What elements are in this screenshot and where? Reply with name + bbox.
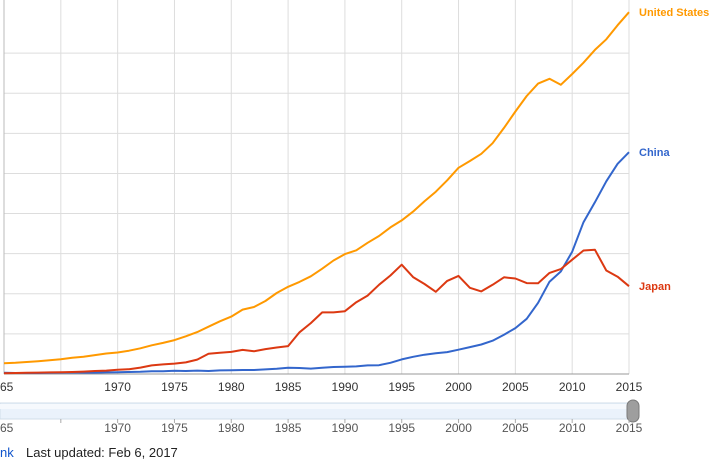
range-selector-highlight xyxy=(0,404,632,409)
footer-link[interactable]: nk xyxy=(0,445,14,460)
footer: nk Last updated: Feb 6, 2017 xyxy=(0,441,720,461)
series-label-japan: Japan xyxy=(639,281,671,293)
x-tick-label: 2010 xyxy=(559,380,586,394)
range-tick-label: 1995 xyxy=(388,421,415,435)
x-tick-label: 2015 xyxy=(616,380,643,394)
range-tick-label: 1985 xyxy=(275,421,302,435)
line-chart: United States China Japan 65 1970 1975 1980 19… xyxy=(0,0,709,435)
x-tick-label: 65 xyxy=(0,380,14,394)
x-tick-label: 1975 xyxy=(161,380,188,394)
series-line-united-states[interactable] xyxy=(3,11,630,365)
x-axis: 65 1970 1975 1980 1985 1990 1995 2000 2005 2010 20… xyxy=(0,380,643,394)
x-tick-label: 2000 xyxy=(445,380,472,394)
series-labels: United States China Japan xyxy=(639,7,709,293)
x-tick-label: 1970 xyxy=(104,380,131,394)
x-tick-label: 1990 xyxy=(332,380,359,394)
range-tick-label: 65 xyxy=(0,421,14,435)
last-updated-text: Last updated: Feb 6, 2017 xyxy=(26,445,178,460)
series-label-china: China xyxy=(639,147,670,159)
series-line-china[interactable] xyxy=(3,151,630,374)
x-tick-label: 1980 xyxy=(218,380,245,394)
range-tick-label: 2000 xyxy=(445,421,472,435)
range-tick-label: 1990 xyxy=(332,421,359,435)
range-tick-label: 2010 xyxy=(559,421,586,435)
x-tick-label: 1985 xyxy=(275,380,302,394)
range-tick-label: 1975 xyxy=(161,421,188,435)
x-tick-label: 1995 xyxy=(388,380,415,394)
range-tick-label: 2005 xyxy=(502,421,529,435)
range-tick-label: 1970 xyxy=(104,421,131,435)
range-tick-label: 2015 xyxy=(616,421,643,435)
x-tick-label: 2005 xyxy=(502,380,529,394)
series-lines xyxy=(3,11,630,375)
series-line-japan[interactable] xyxy=(3,248,630,375)
range-tick-label: 1980 xyxy=(218,421,245,435)
range-selector[interactable]: 65 1970 1975 1980 1985 1990 1995 2000 2005 2010 20… xyxy=(0,399,643,435)
series-label-united-states: United States xyxy=(639,7,709,19)
range-handle[interactable] xyxy=(626,399,640,423)
